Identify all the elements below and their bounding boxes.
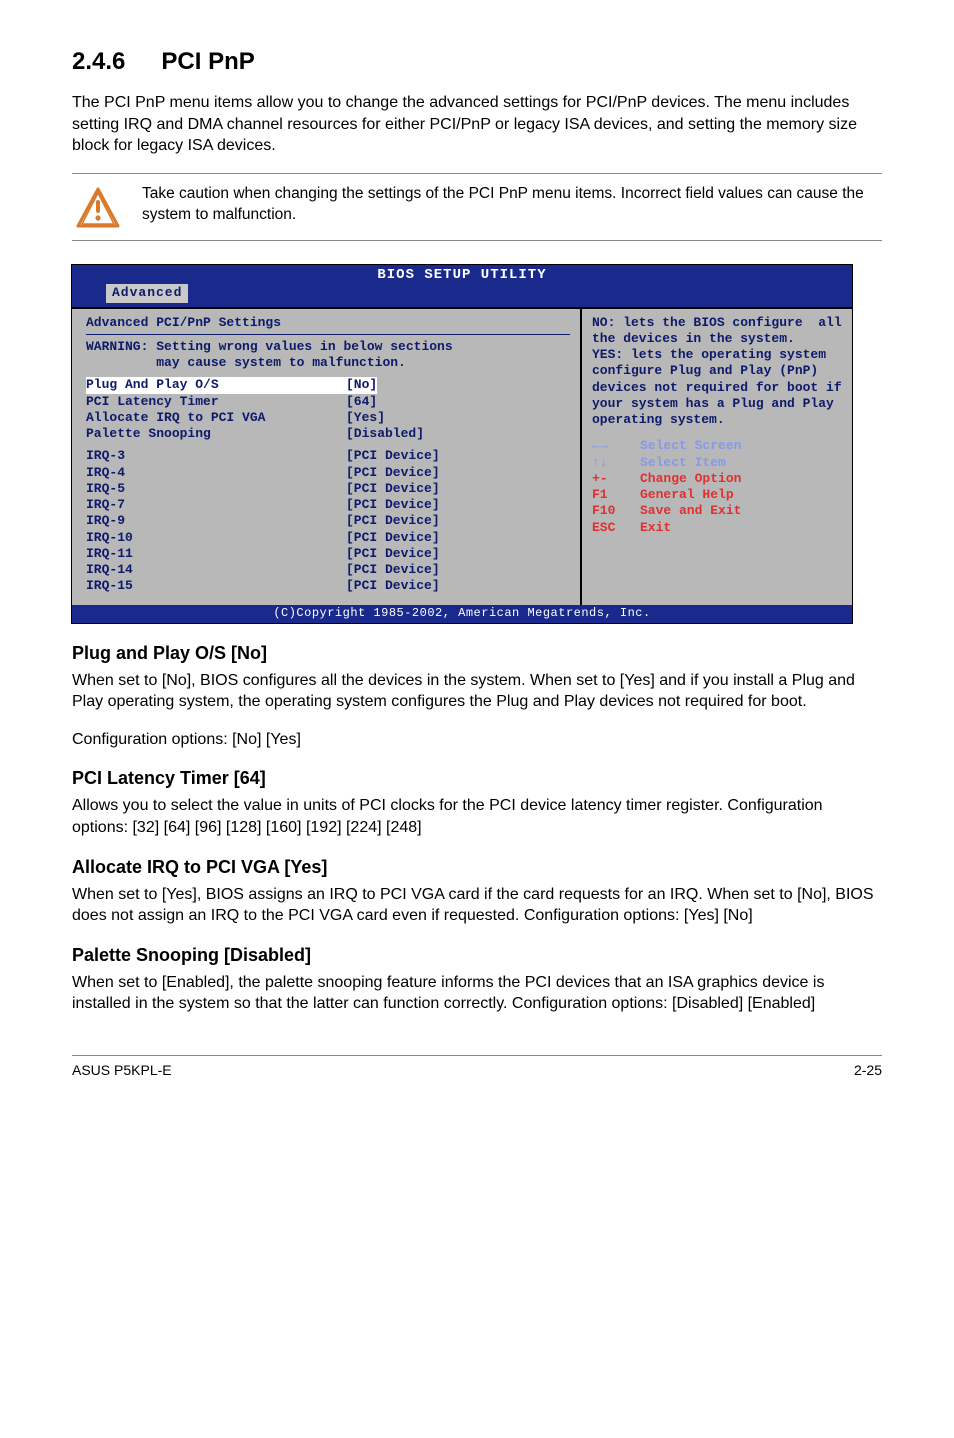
legend-label: Exit [640, 520, 671, 536]
footer-right: 2-25 [854, 1062, 882, 1078]
bios-irq-value: [PCI Device] [346, 546, 440, 562]
section-intro: The PCI PnP menu items allow you to chan… [72, 92, 882, 157]
legend-key: F1 [592, 487, 640, 503]
legend-label: Select Screen [640, 438, 741, 454]
page: 2.4.6 PCI PnP The PCI PnP menu items allo… [0, 0, 954, 1110]
bios-title: BIOS SETUP UTILITY [72, 265, 852, 285]
bios-irq-label: IRQ-9 [86, 513, 346, 529]
bios-irq-label: IRQ-5 [86, 481, 346, 497]
section-number: 2.4.6 [72, 48, 125, 76]
legend-row: F10Save and Exit [592, 503, 842, 519]
subsection-title: Allocate IRQ to PCI VGA [Yes] [72, 857, 882, 878]
bios-setting-row[interactable]: Allocate IRQ to PCI VGA [Yes] [86, 410, 570, 426]
legend-key: +- [592, 471, 640, 487]
legend-key: ←→ [592, 438, 640, 454]
legend-key: ↑↓ [592, 455, 640, 471]
bios-tab-advanced[interactable]: Advanced [106, 284, 188, 302]
subsection-para: When set to [Enabled], the palette snoop… [72, 972, 882, 1015]
page-footer: ASUS P5KPL-E 2-25 [72, 1055, 882, 1078]
footer-left: ASUS P5KPL-E [72, 1062, 172, 1078]
legend-label: Select Item [640, 455, 726, 471]
bios-irq-value: [PCI Device] [346, 481, 440, 497]
bios-body: Advanced PCI/PnP Settings WARNING: Setti… [72, 307, 852, 605]
bios-irq-value: [PCI Device] [346, 497, 440, 513]
bios-irq-label: IRQ-10 [86, 530, 346, 546]
bios-legend: ←→Select Screen ↑↓Select Item +-Change O… [592, 438, 842, 536]
bios-left-panel: Advanced PCI/PnP Settings WARNING: Setti… [72, 309, 582, 605]
bios-setting-value: [64] [346, 394, 377, 410]
legend-key: ESC [592, 520, 640, 536]
legend-row: +-Change Option [592, 471, 842, 487]
bios-warning-1: WARNING: Setting wrong values in below s… [86, 339, 570, 355]
legend-label: Save and Exit [640, 503, 741, 519]
legend-row: ESCExit [592, 520, 842, 536]
bios-irq-value: [PCI Device] [346, 578, 440, 594]
subsection-para: When set to [No], BIOS configures all th… [72, 670, 882, 713]
caution-icon [76, 186, 120, 230]
bios-setting-value: [Disabled] [346, 426, 424, 442]
bios-irq-row[interactable]: IRQ-15[PCI Device] [86, 578, 570, 594]
bios-setting-value: [Yes] [346, 410, 385, 426]
bios-irq-value: [PCI Device] [346, 448, 440, 464]
subsection-title: Plug and Play O/S [No] [72, 643, 882, 664]
section-heading: 2.4.6 PCI PnP [72, 48, 882, 76]
bios-irq-label: IRQ-3 [86, 448, 346, 464]
bios-irq-label: IRQ-15 [86, 578, 346, 594]
bios-irq-label: IRQ-4 [86, 465, 346, 481]
bios-setting-value: [No] [346, 377, 377, 393]
bios-setting-label: Plug And Play O/S [86, 377, 346, 393]
bios-divider [86, 334, 570, 335]
bios-right-panel: NO: lets the BIOS configure all the devi… [582, 309, 852, 605]
legend-key: F10 [592, 503, 640, 519]
bios-irq-label: IRQ-11 [86, 546, 346, 562]
bios-irq-row[interactable]: IRQ-4[PCI Device] [86, 465, 570, 481]
bios-setting-row[interactable]: PCI Latency Timer [64] [86, 394, 570, 410]
subsection-title: Palette Snooping [Disabled] [72, 945, 882, 966]
bios-irq-row[interactable]: IRQ-5[PCI Device] [86, 481, 570, 497]
subsection-title: PCI Latency Timer [64] [72, 768, 882, 789]
bios-irq-label: IRQ-7 [86, 497, 346, 513]
bios-setting-row[interactable]: Plug And Play O/S [No] [86, 377, 570, 393]
bios-irq-row[interactable]: IRQ-7[PCI Device] [86, 497, 570, 513]
bios-irq-value: [PCI Device] [346, 562, 440, 578]
legend-label: General Help [640, 487, 734, 503]
subsection-para: Allows you to select the value in units … [72, 795, 882, 838]
bios-irq-value: [PCI Device] [346, 530, 440, 546]
legend-row: ←→Select Screen [592, 438, 842, 454]
bios-irq-row[interactable]: IRQ-9[PCI Device] [86, 513, 570, 529]
subsection-para: Configuration options: [No] [Yes] [72, 729, 882, 751]
caution-text: Take caution when changing the settings … [142, 184, 882, 226]
bios-left-title: Advanced PCI/PnP Settings [86, 315, 570, 331]
bios-irq-row[interactable]: IRQ-3[PCI Device] [86, 448, 570, 464]
section-title: PCI PnP [161, 48, 254, 75]
bios-irq-row[interactable]: IRQ-10[PCI Device] [86, 530, 570, 546]
subsection-para: When set to [Yes], BIOS assigns an IRQ t… [72, 884, 882, 927]
bios-setting-label: PCI Latency Timer [86, 394, 346, 410]
bios-tab-row: Advanced [72, 284, 852, 306]
bios-footer: (C)Copyright 1985-2002, American Megatre… [72, 605, 852, 623]
bios-setting-label: Palette Snooping [86, 426, 346, 442]
bios-irq-row[interactable]: IRQ-11[PCI Device] [86, 546, 570, 562]
bios-warning-2: may cause system to malfunction. [86, 355, 570, 371]
bios-irq-value: [PCI Device] [346, 465, 440, 481]
legend-row: ↑↓Select Item [592, 455, 842, 471]
bios-screenshot: BIOS SETUP UTILITY Advanced Advanced PCI… [72, 265, 852, 623]
legend-row: F1General Help [592, 487, 842, 503]
bios-irq-row[interactable]: IRQ-14[PCI Device] [86, 562, 570, 578]
bios-setting-row[interactable]: Palette Snooping [Disabled] [86, 426, 570, 442]
bios-irq-label: IRQ-14 [86, 562, 346, 578]
caution-note: Take caution when changing the settings … [72, 173, 882, 241]
bios-help-text: NO: lets the BIOS configure all the devi… [592, 315, 842, 429]
bios-setting-label: Allocate IRQ to PCI VGA [86, 410, 346, 426]
legend-label: Change Option [640, 471, 741, 487]
bios-irq-value: [PCI Device] [346, 513, 440, 529]
